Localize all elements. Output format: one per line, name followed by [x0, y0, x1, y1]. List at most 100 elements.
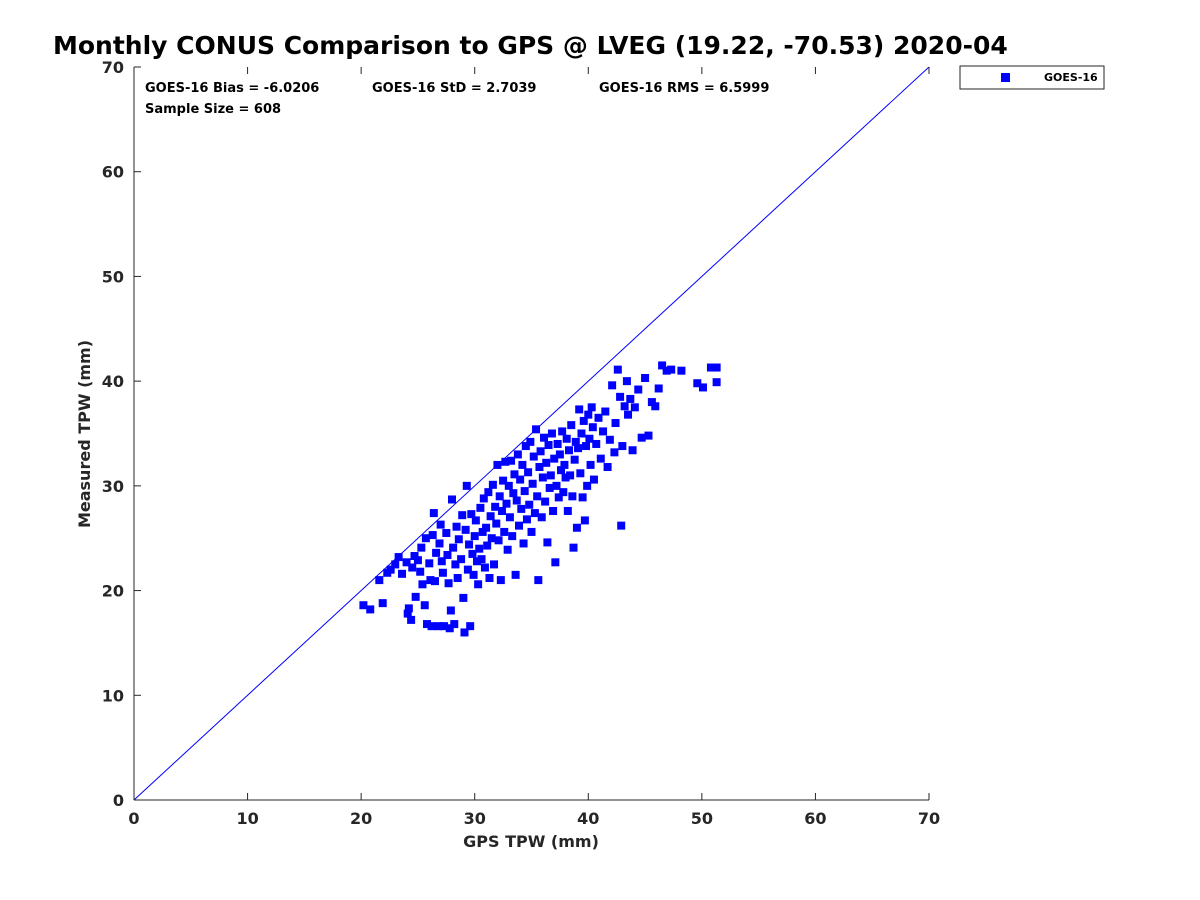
data-point	[475, 544, 484, 553]
data-point	[492, 519, 501, 528]
data-point	[537, 513, 546, 522]
data-point	[577, 429, 586, 438]
data-point	[404, 604, 413, 613]
data-point	[448, 495, 456, 504]
data-point	[516, 475, 525, 484]
data-point	[564, 446, 573, 455]
data-point	[366, 605, 375, 614]
data-point	[578, 493, 587, 502]
data-point	[418, 580, 427, 589]
data-point	[488, 480, 497, 489]
data-point	[480, 563, 489, 572]
data-point	[567, 421, 576, 430]
data-point	[463, 565, 472, 574]
data-point	[658, 361, 667, 370]
data-point	[605, 435, 614, 444]
data-point	[446, 606, 455, 615]
data-point	[517, 504, 526, 513]
data-point	[622, 377, 631, 386]
data-point	[459, 593, 468, 602]
data-point	[569, 543, 578, 552]
data-point	[423, 620, 432, 629]
data-point	[519, 539, 528, 548]
data-point	[628, 446, 637, 455]
data-point	[693, 379, 702, 388]
data-point	[572, 523, 581, 532]
data-point	[554, 493, 563, 502]
data-point	[524, 468, 533, 477]
data-point	[505, 513, 514, 522]
data-point	[502, 499, 511, 508]
y-tick-label: 40	[102, 372, 124, 391]
data-point	[698, 383, 707, 392]
data-point	[436, 520, 445, 529]
data-point	[552, 481, 561, 490]
data-point	[644, 431, 653, 440]
y-tick-label: 30	[102, 477, 124, 496]
data-point	[526, 437, 535, 446]
data-point	[487, 534, 496, 543]
data-point	[478, 527, 487, 536]
data-point	[493, 460, 502, 469]
data-point	[677, 366, 686, 375]
data-point	[512, 496, 521, 505]
data-point	[561, 473, 570, 482]
data-point	[521, 442, 530, 451]
data-point	[641, 374, 650, 383]
data-point	[522, 515, 531, 524]
data-point	[510, 470, 519, 479]
data-point	[667, 365, 676, 374]
data-point	[549, 506, 558, 515]
data-point	[432, 548, 441, 557]
data-point	[445, 624, 454, 633]
y-axis-ticks: 0 10 20 30 40 50 60 70	[102, 58, 141, 810]
data-point	[571, 437, 580, 446]
data-point	[528, 479, 537, 488]
data-point	[425, 559, 434, 568]
legend-label: GOES-16	[1044, 71, 1098, 84]
data-point	[494, 536, 503, 545]
data-point	[428, 531, 437, 540]
data-point	[584, 410, 593, 419]
data-point	[712, 363, 721, 372]
data-point	[533, 492, 542, 501]
data-point	[469, 570, 478, 579]
data-point	[534, 576, 543, 585]
y-tick-label: 70	[102, 58, 124, 77]
data-point	[630, 403, 639, 412]
data-point	[601, 407, 610, 416]
data-point	[499, 476, 508, 485]
data-point	[491, 502, 500, 511]
data-point	[515, 521, 524, 530]
data-point	[647, 398, 656, 407]
data-point	[467, 510, 476, 519]
data-point	[465, 540, 474, 549]
data-point	[420, 601, 429, 610]
data-point	[402, 558, 411, 567]
data-point	[557, 466, 566, 475]
data-point	[712, 378, 721, 387]
data-point	[576, 469, 585, 478]
data-point	[410, 552, 419, 561]
y-tick-label: 0	[113, 791, 124, 810]
data-point	[485, 574, 494, 583]
data-point	[620, 402, 629, 411]
data-point	[434, 622, 443, 631]
data-point	[563, 506, 572, 515]
data-point	[451, 560, 460, 569]
data-point	[568, 492, 577, 501]
data-point	[509, 489, 518, 498]
data-point	[482, 523, 491, 532]
std-stat: GOES-16 StD = 2.7039	[372, 81, 536, 96]
data-point	[503, 545, 512, 554]
x-tick-label: 60	[804, 809, 826, 828]
data-point	[616, 392, 625, 401]
data-point	[555, 450, 564, 459]
data-point	[486, 512, 495, 521]
legend: GOES-16	[959, 65, 1105, 90]
data-point	[440, 622, 449, 631]
data-point	[585, 434, 594, 443]
data-point	[386, 565, 395, 574]
data-point	[624, 410, 633, 419]
